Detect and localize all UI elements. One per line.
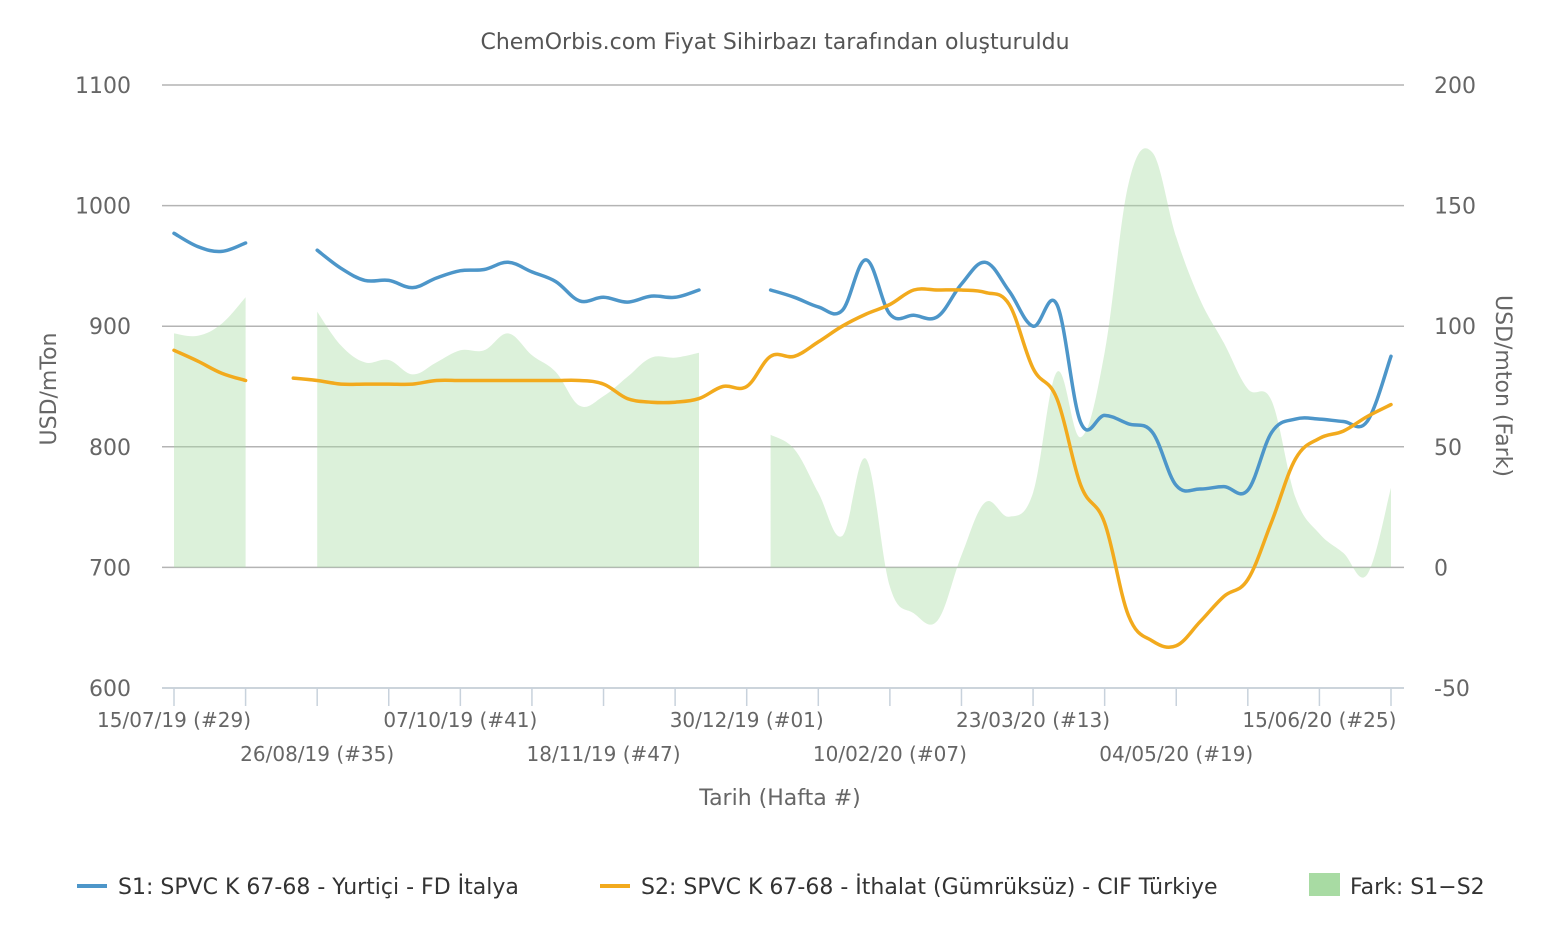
y2-axis-label: USD/mton (Fark)	[1490, 295, 1515, 477]
legend-item-s1[interactable]: S1: SPVC K 67-68 - Yurtiçi - FD İtalya	[77, 874, 519, 900]
series-area-fark	[317, 311, 699, 568]
series-line-s1	[768, 258, 1393, 496]
legend-item-s2[interactable]: S2: SPVC K 67-68 - İthalat (Gümrüksüz) -…	[600, 874, 1218, 900]
y-axis-left: 600 700 800 900 1000 1100	[75, 74, 131, 702]
x-axis-label: Tarih (Hafta #)	[698, 786, 860, 811]
y-tick-label: 700	[89, 556, 131, 581]
y2-tick-label: 0	[1434, 556, 1448, 581]
series-line-s2	[291, 287, 1393, 650]
series-area-fark	[770, 148, 1391, 625]
y2-tick-label: -50	[1434, 677, 1470, 702]
y2-tick-label: 100	[1434, 315, 1476, 340]
y-tick-label: 800	[89, 436, 131, 461]
y-tick-label: 1100	[75, 74, 131, 99]
x-tick-label: 10/02/20 (#07)	[813, 742, 967, 766]
legend-swatch-fark	[1309, 873, 1340, 896]
legend-label-fark: Fark: S1−S2	[1350, 875, 1485, 900]
x-tick-label: 26/08/19 (#35)	[240, 742, 394, 766]
y-tick-label: 900	[89, 315, 131, 340]
y2-tick-label: 200	[1434, 74, 1476, 99]
x-tick-label: 07/10/19 (#41)	[383, 708, 537, 732]
y-tick-label: 1000	[75, 195, 131, 220]
legend-label-s1: S1: SPVC K 67-68 - Yurtiçi - FD İtalya	[118, 874, 519, 900]
x-axis: 15/07/19 (#29) 26/08/19 (#35) 07/10/19 (#4…	[97, 687, 1404, 766]
x-tick-label: 18/11/19 (#47)	[527, 742, 681, 766]
series-line-s1	[172, 231, 248, 254]
x-tick-label: 23/03/20 (#13)	[956, 708, 1110, 732]
difference-area	[174, 148, 1391, 625]
x-tick-label: 04/05/20 (#19)	[1099, 742, 1253, 766]
x-tick-label: 15/06/20 (#25)	[1242, 708, 1396, 732]
chart-title: ChemOrbis.com Fiyat Sihirbazı tarafından…	[480, 30, 1069, 55]
y-axis-label: USD/mTon	[37, 333, 62, 446]
y2-tick-label: 50	[1434, 436, 1462, 461]
y-tick-label: 600	[89, 677, 131, 702]
legend-label-s2: S2: SPVC K 67-68 - İthalat (Gümrüksüz) -…	[641, 874, 1218, 900]
y2-tick-label: 150	[1434, 195, 1476, 220]
series-line-s1	[315, 248, 701, 304]
series-lines	[172, 231, 1393, 650]
series-area-fark	[174, 297, 246, 568]
y-axis-right: -50 0 50 100 150 200	[1434, 74, 1476, 702]
x-tick-label: 15/07/19 (#29)	[97, 708, 251, 732]
x-tick-label: 30/12/19 (#01)	[670, 708, 824, 732]
series-line-s2	[172, 348, 248, 383]
legend-item-fark[interactable]: Fark: S1−S2	[1309, 873, 1485, 900]
legend: S1: SPVC K 67-68 - Yurtiçi - FD İtalya S…	[77, 873, 1485, 900]
